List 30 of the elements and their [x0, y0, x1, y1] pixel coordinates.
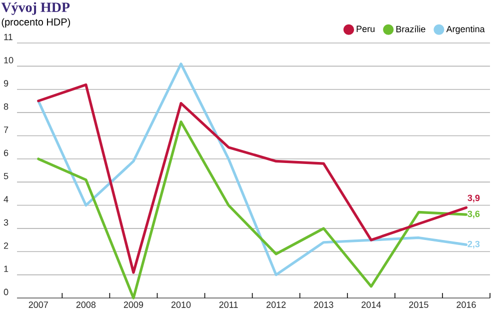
y-tick-label: 3: [4, 219, 8, 226]
x-tick-label: 2012: [266, 302, 286, 308]
x-tick-label: 2015: [409, 302, 428, 308]
x-tick-label: 2011: [219, 302, 238, 308]
y-tick-label: 0: [4, 288, 8, 296]
x-tick-label: 2016: [456, 302, 476, 308]
y-tick-label: 6: [4, 150, 8, 156]
y-tick-label: 2: [4, 242, 8, 249]
x-tick-label: 2008: [76, 302, 96, 308]
chart-title: Vývoj HDP: [1, 2, 70, 15]
legend-label: Brazílie: [396, 26, 426, 32]
x-tick-label: 2009: [124, 302, 144, 308]
x-tick-label: 2014: [362, 302, 381, 308]
legend-label: Peru: [356, 26, 374, 32]
data-label: 3,9: [468, 194, 480, 202]
data-label: 3,6: [468, 210, 480, 218]
y-tick-label: 7: [4, 126, 8, 133]
x-tick-label: 2010: [171, 302, 191, 308]
chart-subtitle: (procento HDP): [2, 18, 70, 28]
y-tick-label: 1: [4, 266, 8, 272]
x-tick-label: 2013: [314, 302, 334, 308]
x-tick-label: 2007: [28, 302, 48, 308]
y-tick-label: 11: [4, 34, 12, 40]
y-tick-label: 10: [4, 56, 14, 64]
data-label: 2,3: [468, 240, 480, 249]
y-tick-label: 8: [4, 103, 8, 110]
legend-label: Argentina: [446, 26, 485, 34]
y-tick-label: 4: [4, 196, 8, 202]
y-tick-label: 9: [4, 80, 8, 87]
y-tick-label: 5: [4, 172, 8, 180]
